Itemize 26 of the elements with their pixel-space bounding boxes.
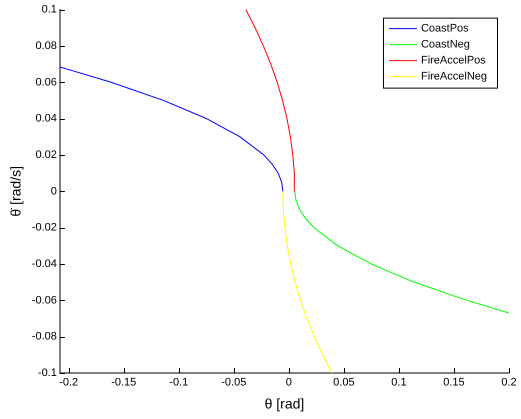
y-tick-label: -0.04	[32, 258, 57, 270]
x-tick-label: -0.2	[59, 376, 78, 389]
y-tick-label: 0.02	[35, 148, 57, 161]
x-tick-label: -0.15	[111, 376, 136, 389]
x-tick-label: 0	[286, 376, 292, 389]
y-tick-label: -0.1	[38, 367, 57, 380]
y-tick-label: 0.04	[35, 112, 57, 125]
y-tick-label: 0.1	[42, 4, 57, 16]
y-tick-label: -0.06	[32, 294, 57, 306]
y-tick-label: -0.08	[32, 330, 57, 343]
legend-label: FireAccelNeg	[420, 70, 488, 83]
x-tick-label: -0.1	[169, 376, 188, 389]
y-tick-label: 0.08	[35, 40, 57, 52]
x-tick-label: 0.1	[391, 376, 407, 389]
legend-label: FireAccelPos	[420, 54, 486, 67]
y-tick-label: 0	[50, 185, 57, 198]
y-tick-label: -0.02	[32, 222, 57, 234]
x-tick-label: 0.05	[333, 376, 355, 389]
y-tick-label: 0.06	[35, 76, 57, 88]
y-axis-title: θ̇ [rad/s]	[7, 166, 24, 217]
x-tick-label: 0.15	[443, 376, 465, 389]
legend-label: CoastNeg	[420, 38, 470, 51]
legend-label: CoastPos	[420, 22, 470, 35]
x-axis-title: θ [rad]	[264, 395, 304, 412]
x-tick-label: 0.2	[501, 376, 517, 389]
x-tick-label: -0.05	[221, 376, 246, 389]
